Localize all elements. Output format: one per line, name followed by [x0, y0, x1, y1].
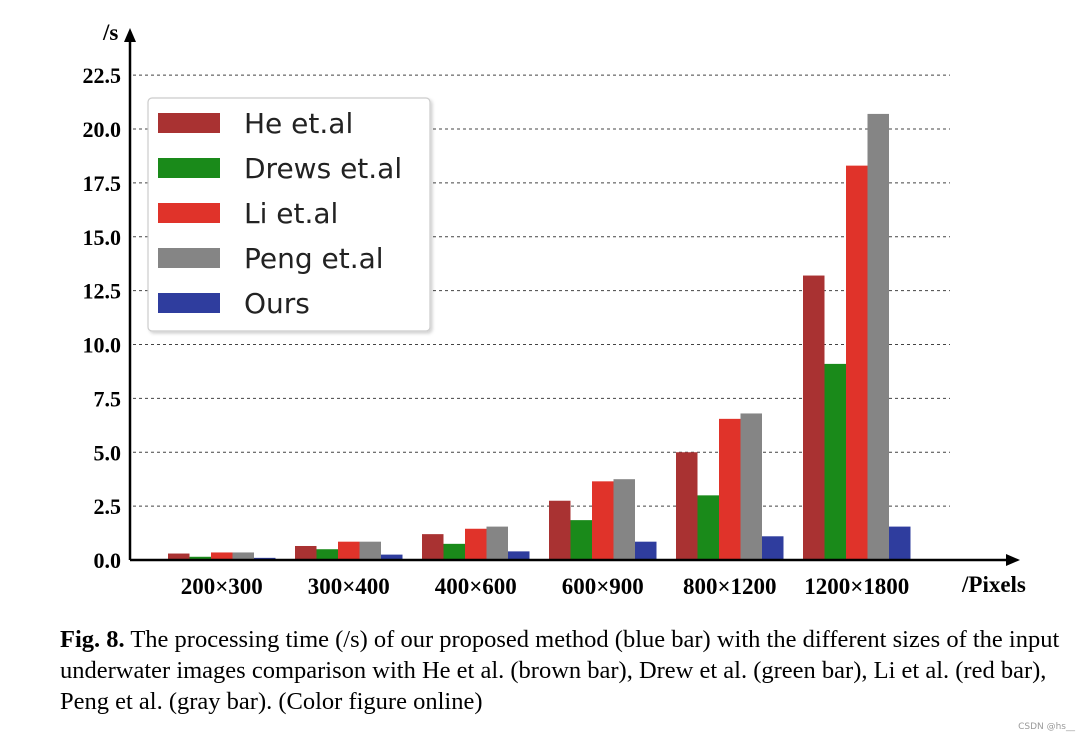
x-tick-label: 200×300 — [181, 574, 263, 599]
y-axis-label: /s — [102, 20, 118, 45]
y-axis-arrow — [124, 28, 136, 42]
bar — [508, 551, 530, 560]
y-tick-label: 22.5 — [83, 63, 122, 88]
y-tick-label: 15.0 — [83, 225, 122, 250]
bar — [592, 481, 614, 560]
bar — [846, 165, 868, 560]
bar — [762, 536, 784, 560]
tick-labels: 0.0 2.5 5.0 7.5 10.0 12.5 15.0 17.5 20.0 22.5 200×… — [83, 63, 910, 599]
legend-label: Ours — [244, 287, 310, 320]
bar — [613, 479, 635, 560]
x-tick-label: 1200×1800 — [804, 574, 909, 599]
x-tick-label: 400×600 — [435, 574, 517, 599]
bar-chart: /s /Pixels 0.0 2.5 5.0 7.5 10.0 12.5 15.0 17.5 2… — [83, 20, 1026, 599]
bar — [486, 526, 508, 560]
bar — [676, 452, 698, 560]
bar — [422, 534, 444, 560]
bar — [867, 113, 889, 560]
bar — [168, 553, 190, 560]
axes: /s /Pixels — [102, 20, 1026, 597]
x-tick-label: 300×400 — [308, 574, 390, 599]
legend: He et.al Drews et.al Li et.al Peng et.al Our… — [147, 97, 431, 332]
legend-label: Peng et.al — [244, 242, 384, 275]
bar — [889, 526, 911, 560]
x-axis-label: /Pixels — [961, 572, 1026, 597]
bar — [338, 541, 360, 560]
bar — [824, 363, 846, 560]
legend-swatch — [158, 293, 220, 313]
x-tick-label: 800×1200 — [683, 574, 777, 599]
bar — [381, 554, 403, 560]
figure-caption-text: The processing time (/s) of our proposed… — [60, 626, 1060, 715]
legend-box — [147, 97, 431, 332]
y-tick-label: 5.0 — [94, 440, 122, 465]
bar — [697, 495, 719, 560]
bar — [740, 413, 762, 560]
bar — [635, 541, 657, 560]
y-tick-label: 2.5 — [94, 494, 122, 519]
y-tick-label: 10.0 — [83, 333, 122, 358]
bar — [549, 500, 571, 560]
x-tick-label: 600×900 — [562, 574, 644, 599]
bar — [295, 545, 317, 560]
legend-swatch — [158, 248, 220, 268]
y-tick-label: 17.5 — [83, 171, 122, 196]
bar — [316, 549, 338, 560]
y-tick-label: 20.0 — [83, 117, 122, 142]
bar — [211, 552, 233, 560]
bar — [232, 552, 254, 560]
y-tick-label: 7.5 — [94, 386, 122, 411]
bar — [465, 528, 487, 560]
watermark: CSDN @hs__ — [1018, 722, 1075, 732]
legend-label: Li et.al — [244, 197, 338, 230]
bar — [803, 275, 825, 560]
bars — [168, 113, 911, 560]
figure-label: Fig. 8. — [60, 626, 125, 653]
y-tick-label: 0.0 — [94, 548, 122, 573]
legend-swatch — [158, 113, 220, 133]
legend-label: He et.al — [244, 107, 353, 140]
legend-label: Drews et.al — [244, 152, 402, 185]
legend-swatch — [158, 158, 220, 178]
y-tick-label: 12.5 — [83, 279, 122, 304]
x-axis-arrow — [1006, 554, 1020, 566]
bar — [443, 543, 465, 560]
legend-swatch — [158, 203, 220, 223]
bar — [719, 418, 741, 560]
bar — [359, 541, 381, 560]
bar — [189, 556, 211, 560]
figure-caption: Fig. 8. The processing time (/s) of our … — [60, 624, 1060, 717]
bar — [570, 520, 592, 560]
